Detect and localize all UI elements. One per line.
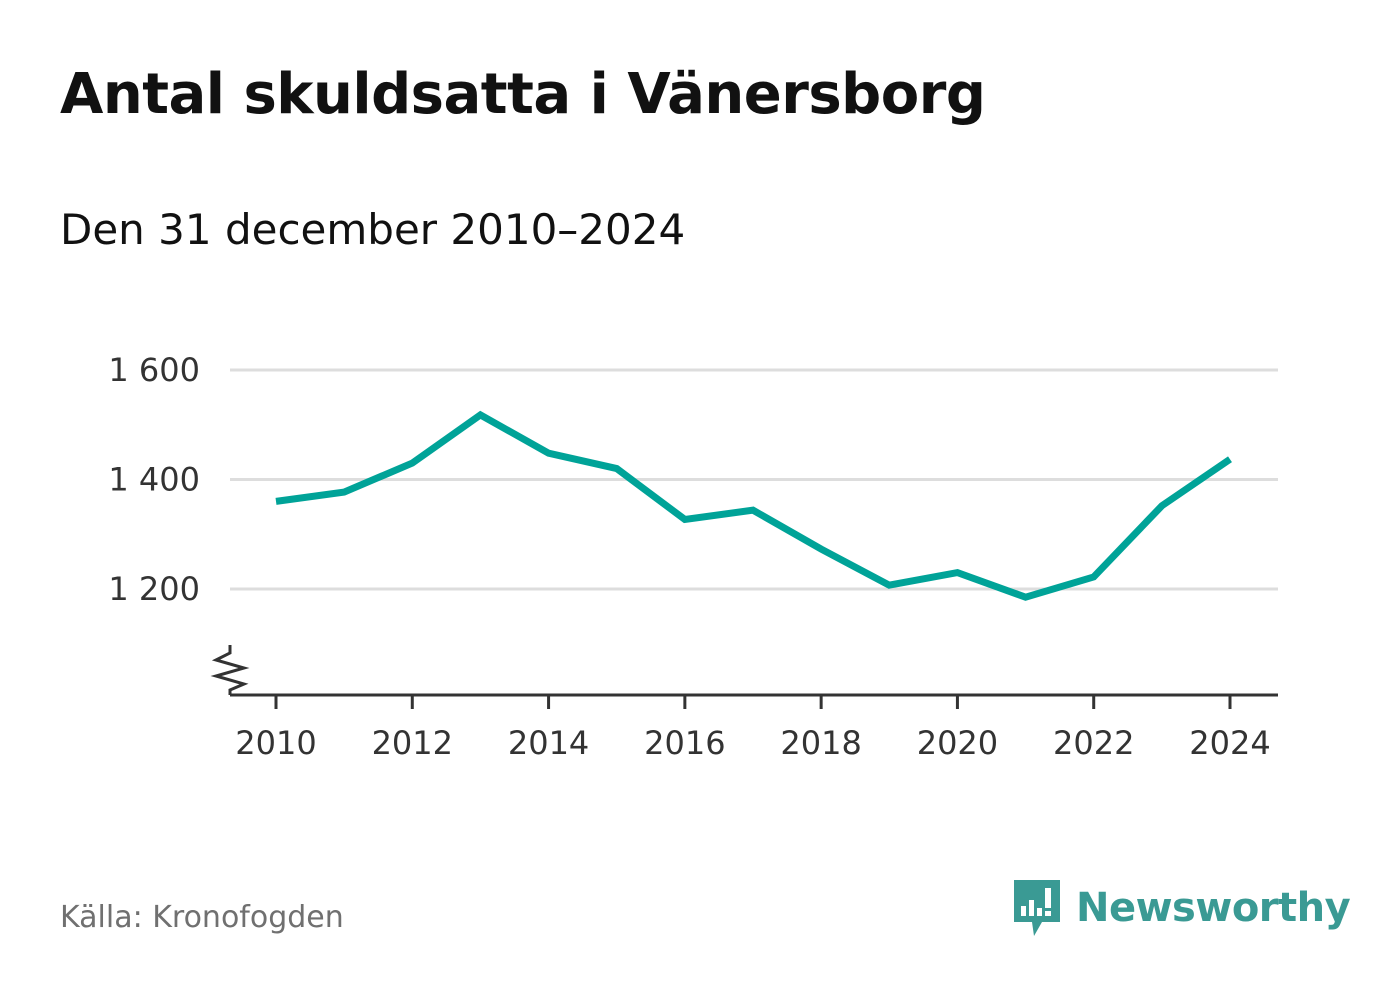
x-tick-label: 2010	[235, 724, 316, 762]
brand-name: Newsworthy	[1076, 885, 1351, 931]
x-tick-label: 2014	[508, 724, 589, 762]
x-tick-label: 2020	[917, 724, 998, 762]
y-tick-label: 1 400	[108, 461, 200, 499]
x-tick-label: 2018	[780, 724, 861, 762]
series-line	[275, 410, 1232, 601]
x-tick-label: 2016	[644, 724, 725, 762]
axis-break-icon	[210, 645, 250, 695]
y-axis-tick-labels: 1 200 1 400 1 600	[108, 351, 200, 608]
x-axis	[210, 645, 1278, 697]
gridlines	[230, 368, 1278, 591]
x-tick-label: 2024	[1189, 724, 1270, 762]
x-tick-label: 2012	[372, 724, 453, 762]
source-note: Källa: Kronofogden	[60, 900, 344, 935]
brand-logo: Newsworthy	[1012, 878, 1351, 938]
x-axis-ticks: 2010 2012 2014 2016 2018 2020 2022 2024	[235, 695, 1271, 762]
newsworthy-logo-icon	[1014, 880, 1060, 936]
series	[275, 410, 1232, 601]
chart-title: Antal skuldsatta i Vänersborg	[60, 62, 986, 127]
y-tick-label: 1 600	[108, 351, 200, 389]
x-tick-label: 2022	[1053, 724, 1134, 762]
y-tick-label: 1 200	[108, 570, 200, 608]
chart-subtitle: Den 31 december 2010–2024	[60, 205, 686, 254]
